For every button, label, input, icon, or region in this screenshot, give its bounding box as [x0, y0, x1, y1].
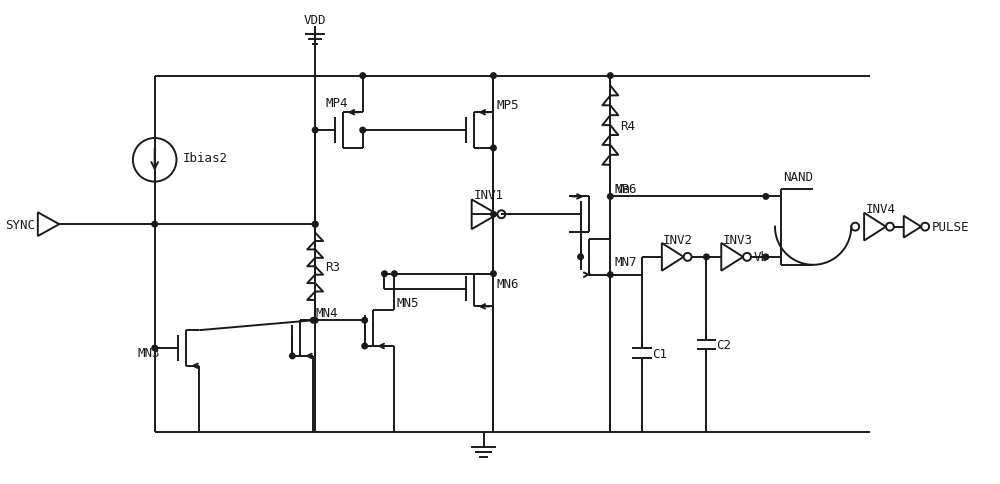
Circle shape — [491, 146, 496, 151]
Circle shape — [743, 253, 751, 261]
Circle shape — [497, 211, 505, 219]
Circle shape — [312, 222, 318, 227]
Circle shape — [312, 128, 318, 134]
Circle shape — [491, 272, 496, 277]
Circle shape — [608, 194, 613, 200]
Polygon shape — [864, 213, 886, 241]
Text: C2: C2 — [716, 338, 731, 351]
Circle shape — [886, 223, 894, 231]
Circle shape — [491, 212, 496, 218]
Circle shape — [133, 139, 176, 182]
Text: PULSE: PULSE — [932, 221, 970, 234]
Circle shape — [763, 255, 769, 260]
Circle shape — [312, 222, 318, 227]
Circle shape — [310, 318, 316, 323]
Circle shape — [360, 128, 365, 134]
Text: Va: Va — [615, 182, 630, 196]
Text: MN4: MN4 — [315, 306, 338, 319]
Text: Vb: Vb — [754, 251, 769, 264]
Circle shape — [392, 272, 397, 277]
Text: INV1: INV1 — [474, 189, 504, 201]
Text: MP4: MP4 — [325, 97, 348, 109]
Circle shape — [921, 223, 929, 231]
Text: MN5: MN5 — [396, 296, 419, 309]
Text: MN7: MN7 — [614, 256, 637, 269]
Text: MN6: MN6 — [496, 277, 519, 290]
Text: MP5: MP5 — [496, 99, 519, 112]
Polygon shape — [662, 243, 684, 271]
Text: Ibias2: Ibias2 — [182, 152, 227, 165]
Circle shape — [382, 272, 387, 277]
Circle shape — [684, 253, 692, 261]
Circle shape — [578, 255, 583, 260]
Circle shape — [608, 272, 613, 278]
Circle shape — [491, 74, 496, 79]
Circle shape — [704, 255, 709, 260]
Text: NAND: NAND — [783, 171, 813, 184]
Text: C1: C1 — [652, 347, 667, 360]
Polygon shape — [721, 243, 743, 271]
Text: VDD: VDD — [304, 14, 326, 27]
Circle shape — [152, 222, 157, 227]
Circle shape — [608, 74, 613, 79]
Polygon shape — [904, 216, 921, 238]
Circle shape — [360, 74, 365, 79]
Text: MN3: MN3 — [137, 347, 160, 360]
Circle shape — [312, 318, 318, 323]
Text: INV2: INV2 — [663, 233, 693, 246]
Circle shape — [152, 346, 157, 351]
Circle shape — [362, 318, 367, 323]
Text: SYNC: SYNC — [5, 218, 35, 231]
Text: R4: R4 — [620, 120, 635, 132]
Text: R3: R3 — [325, 260, 340, 273]
Text: INV3: INV3 — [722, 233, 752, 246]
Text: MP6: MP6 — [614, 182, 637, 196]
Circle shape — [362, 344, 367, 349]
Circle shape — [763, 194, 769, 200]
Polygon shape — [472, 200, 497, 229]
Polygon shape — [38, 213, 59, 237]
Text: INV4: INV4 — [866, 203, 896, 216]
Circle shape — [290, 353, 295, 359]
Circle shape — [851, 223, 859, 231]
